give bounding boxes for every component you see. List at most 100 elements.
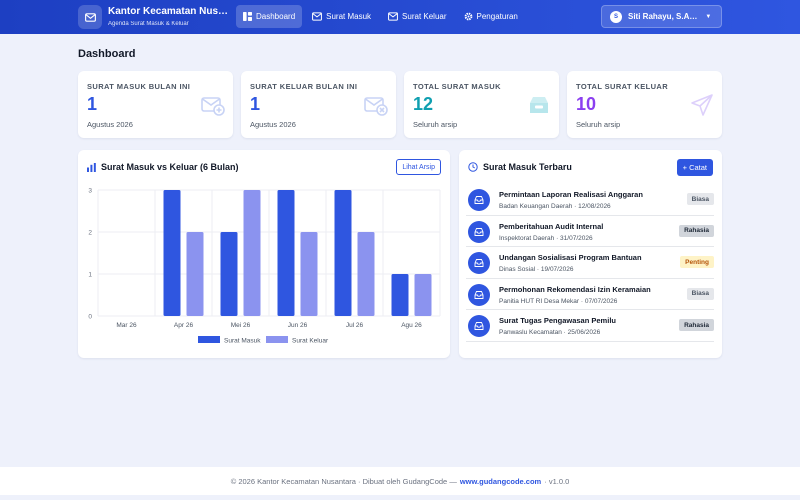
item-meta: Panwaslu Kecamatan · 25/06/2026: [499, 329, 601, 336]
status-badge: Penting: [680, 256, 714, 268]
item-title: Undangan Sosialisasi Program Bantuan: [499, 253, 642, 262]
mail-plus-icon: [201, 97, 225, 116]
item-meta: Badan Keuangan Daerah · 12/08/2026: [499, 203, 611, 210]
inbox-icon: [468, 283, 490, 306]
bar-surat-keluar: [357, 232, 375, 316]
lihat-arsip-button[interactable]: Lihat Arsip: [396, 159, 441, 175]
chart-card: 0 1 2 3 Mar 26 Apr 26 Mei 26 Jun 26 Jul 26 Agu 26…: [78, 150, 450, 358]
x-tick-label: Agu 26: [401, 322, 422, 329]
item-meta: Panitia HUT RI Desa Mekar · 07/07/2026: [499, 297, 618, 305]
chart-title-text: Surat Masuk vs Keluar (6 Bulan): [101, 162, 239, 172]
chevron-down-icon: ▼: [705, 13, 712, 20]
stat-note: Seluruh arsip: [576, 120, 621, 129]
status-badge: Biasa: [686, 193, 714, 205]
inbox-icon: [468, 220, 490, 243]
x-tick-label: Mar 26: [116, 322, 137, 329]
gear-icon: [464, 12, 472, 21]
mail-out-icon: [364, 97, 388, 116]
main-nav: Dashboard Surat Masuk Surat Keluar Penga…: [236, 5, 528, 28]
list-item[interactable]: Pemberitahuan Audit Internal Inspektorat…: [466, 216, 714, 247]
recent-mail-card: Surat Masuk Terbaru + Catat Permintaan L…: [459, 150, 722, 358]
send-icon: [691, 94, 713, 116]
bar-surat-keluar: [243, 190, 261, 316]
outbox-mail-icon: [388, 12, 398, 21]
inbox-icon: [468, 252, 490, 274]
x-tick-label: Jun 26: [288, 322, 308, 329]
y-tick-label: 2: [88, 230, 92, 237]
item-title: Pemberitahuan Audit Internal: [499, 221, 604, 231]
app-title: Kantor Kecamatan Nusan…: [108, 5, 230, 17]
list-item[interactable]: Surat Tugas Pengawasan Pemilu Panwaslu K…: [466, 310, 714, 342]
footer-link[interactable]: www.gudangcode.com: [459, 476, 542, 486]
list-item[interactable]: Permintaan Laporan Realisasi Anggaran Ba…: [466, 184, 714, 216]
item-title: Surat Tugas Pengawasan Pemilu: [499, 316, 616, 325]
stat-value: 12: [413, 94, 434, 114]
nav-pengaturan-label: Pengaturan: [476, 12, 518, 21]
nav-dashboard[interactable]: Dashboard: [236, 5, 303, 28]
bar-surat-masuk: [277, 190, 295, 316]
recent-title-text: Surat Masuk Terbaru: [483, 162, 572, 172]
stat-label: SURAT MASUK BULAN INI: [87, 82, 191, 91]
footer: © 2026 Kantor Kecamatan Nusantara · Dibu…: [0, 467, 800, 495]
bar-surat-masuk: [391, 274, 409, 316]
inbox-mail-icon: [312, 12, 323, 21]
stat-label: TOTAL SURAT MASUK: [413, 82, 501, 91]
status-badge: Rahasia: [679, 224, 714, 237]
bar-surat-keluar: [186, 232, 204, 316]
footer-version: · v1.0.0: [544, 476, 570, 486]
legend-swatch: [266, 336, 288, 343]
stat-card-total-surat-masuk: TOTAL SURAT MASUK 12 Seluruh arsip: [404, 71, 559, 138]
stat-card-surat-masuk-bulan: SURAT MASUK BULAN INI 1 Agustus 2026: [78, 71, 233, 138]
stat-label: SURAT KELUAR BULAN INI: [250, 82, 358, 91]
bar-surat-masuk: [163, 190, 181, 316]
legend-label: Surat Masuk: [224, 338, 261, 345]
bar-chart: 0 1 2 3 Mar 26 Apr 26 Mei 26 Jun 26 Jul 26 Agu 26…: [88, 188, 441, 345]
stat-note: Seluruh arsip: [413, 120, 458, 129]
recent-mail-list: Permintaan Laporan Realisasi Anggaran Ba…: [466, 184, 714, 342]
item-title: Permohonan Rekomendasi Izin Keramaian: [499, 284, 651, 294]
list-item[interactable]: Undangan Sosialisasi Program Bantuan Din…: [466, 247, 714, 279]
clock-icon: [468, 162, 478, 172]
item-title: Permintaan Laporan Realisasi Anggaran: [499, 190, 643, 199]
nav-surat-keluar[interactable]: Surat Keluar: [381, 5, 453, 28]
stat-card-total-surat-keluar: TOTAL SURAT KELUAR 10 Seluruh arsip: [567, 71, 722, 138]
x-tick-label: Apr 26: [174, 322, 194, 329]
bar-surat-keluar: [414, 274, 432, 316]
envelope-icon: [78, 5, 102, 29]
stat-label: TOTAL SURAT KELUAR: [576, 82, 669, 91]
recent-title: Surat Masuk Terbaru: [468, 162, 572, 172]
avatar: S: [610, 10, 622, 23]
chart-bar-icon: [87, 162, 96, 172]
top-navbar: Kantor Kecamatan Nusan… Agenda Surat Mas…: [0, 0, 800, 34]
nav-dashboard-label: Dashboard: [256, 12, 296, 21]
x-tick-label: Jul 26: [346, 322, 364, 329]
catat-button[interactable]: + Catat: [676, 159, 713, 176]
nav-pengaturan[interactable]: Pengaturan: [457, 5, 525, 28]
x-tick-label: Mei 26: [231, 322, 251, 329]
list-item[interactable]: Permohonan Rekomendasi Izin Keramaian Pa…: [466, 279, 714, 310]
dashboard-icon: [243, 12, 252, 21]
y-tick-label: 0: [88, 314, 92, 321]
brand[interactable]: Kantor Kecamatan Nusan… Agenda Surat Mas…: [78, 5, 230, 29]
page-title: Dashboard: [78, 48, 136, 60]
y-tick-label: 3: [88, 188, 92, 195]
stat-card-surat-keluar-bulan: SURAT KELUAR BULAN INI 1 Agustus 2026: [241, 71, 396, 138]
footer-text: © 2026 Kantor Kecamatan Nusantara · Dibu…: [230, 476, 457, 486]
stat-value: 10: [576, 94, 597, 114]
nav-surat-keluar-label: Surat Keluar: [402, 12, 447, 21]
stat-value: 1: [87, 94, 98, 114]
inbox-icon: [468, 315, 490, 337]
stat-note: Agustus 2026: [87, 120, 133, 129]
stat-note: Agustus 2026: [250, 120, 296, 129]
bar-surat-masuk: [334, 190, 352, 316]
legend-swatch: [198, 336, 220, 343]
bar-surat-keluar: [300, 232, 318, 316]
stat-value: 1: [250, 94, 261, 114]
chart-title: Surat Masuk vs Keluar (6 Bulan): [87, 162, 239, 172]
user-menu[interactable]: S Siti Rahayu, S.A… ▼: [601, 5, 722, 28]
nav-surat-masuk-label: Surat Masuk: [326, 12, 372, 21]
item-meta: Inspektorat Daerah · 31/07/2026: [499, 234, 593, 242]
status-badge: Rahasia: [679, 319, 714, 331]
item-meta: Dinas Sosial · 19/07/2026: [499, 266, 574, 273]
nav-surat-masuk[interactable]: Surat Masuk: [305, 5, 378, 28]
